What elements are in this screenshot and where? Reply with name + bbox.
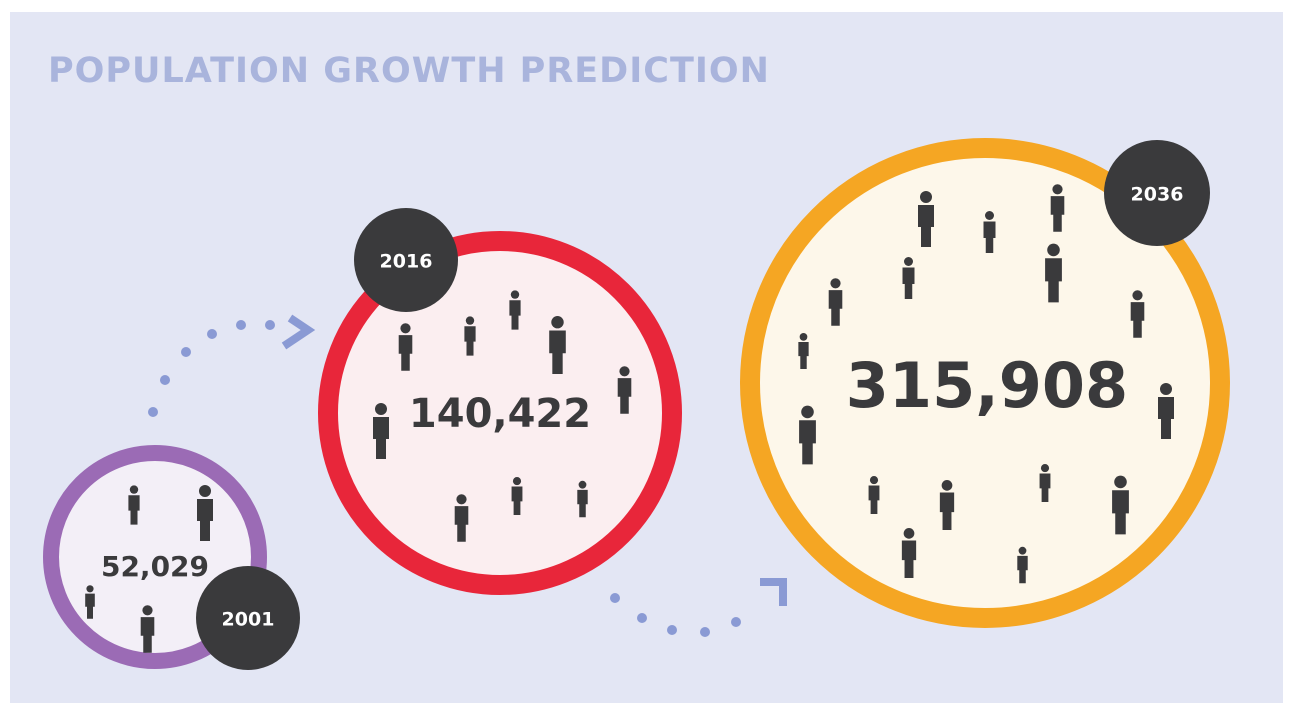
circle-2036: [740, 138, 1230, 628]
population-2001: 52,029: [101, 550, 209, 583]
badge-2036: [1104, 140, 1210, 246]
connector-2: [610, 578, 787, 637]
connector-1: [148, 314, 316, 417]
year-2036: 2036: [1131, 184, 1184, 206]
badge-2016: [354, 208, 458, 312]
year-2001: 2001: [222, 609, 275, 631]
population-2016: 140,422: [409, 391, 591, 437]
population-2036: 315,908: [846, 349, 1128, 422]
year-2016: 2016: [380, 251, 433, 273]
title: POPULATION GROWTH PREDICTION: [48, 51, 770, 91]
badge-2001: [196, 566, 300, 670]
